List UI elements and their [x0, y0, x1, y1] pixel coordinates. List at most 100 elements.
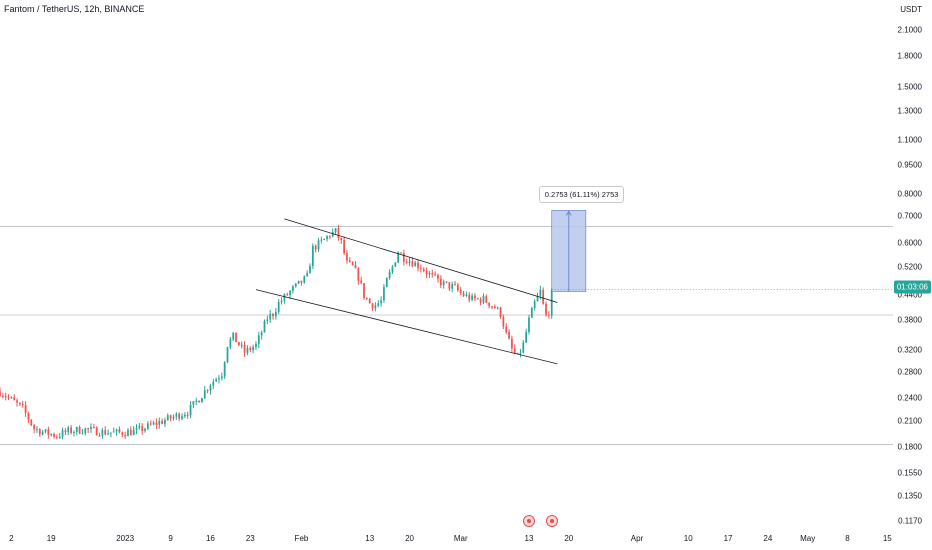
measure-tool-label[interactable]: 0.2753 (61.11%) 2753 — [538, 186, 625, 204]
upper-channel-line — [284, 218, 558, 303]
candle-body — [67, 427, 70, 433]
candle-body — [465, 294, 468, 296]
candle-body — [550, 289, 553, 316]
candle-body — [112, 431, 115, 433]
lower-channel-line — [255, 289, 558, 365]
candle-body — [164, 420, 166, 424]
candle-body — [548, 314, 550, 316]
price-tick-label: 0.9500 — [897, 160, 922, 169]
candle-body — [482, 296, 485, 303]
price-tick-label: 0.1800 — [897, 442, 922, 452]
candle-body — [44, 429, 47, 432]
candle-body — [263, 320, 266, 333]
price-tick-label: 1.5000 — [897, 82, 922, 92]
candle-body — [30, 419, 33, 426]
candle-body — [144, 428, 146, 432]
time-tick-label: Mar — [453, 534, 468, 543]
candle-body — [309, 266, 311, 274]
candle-body — [323, 238, 326, 240]
candle-body — [368, 298, 371, 304]
candle-body — [519, 352, 522, 354]
candle-body — [149, 423, 152, 425]
candle-body — [385, 278, 388, 288]
event-icon-1[interactable] — [522, 515, 535, 527]
candle-body — [374, 305, 377, 309]
candle-body — [0, 391, 1, 396]
candle-body — [147, 423, 149, 429]
price-tick-label: 1.1000 — [897, 135, 922, 145]
candle-body — [33, 425, 36, 430]
candle-body — [272, 313, 274, 317]
candle-body — [55, 436, 58, 438]
candle-body — [425, 271, 428, 275]
candle-body — [414, 262, 417, 267]
candle-body — [166, 415, 169, 421]
candle-body — [70, 427, 72, 433]
candle-body — [269, 313, 272, 320]
candle-body — [326, 236, 328, 239]
candle-body — [402, 253, 405, 262]
candle-body — [235, 332, 237, 343]
candle-body — [110, 432, 112, 434]
candle-body — [127, 430, 129, 437]
price-tick-label: 0.2100 — [897, 416, 922, 426]
candle-body — [525, 331, 528, 343]
candle-body — [124, 434, 127, 437]
candle-body — [118, 429, 121, 433]
candle-body — [371, 303, 374, 309]
candle-body — [346, 253, 348, 261]
candle-body — [365, 297, 368, 299]
candle-body — [61, 430, 64, 437]
candle-body — [64, 430, 67, 433]
price-tick-label: 2.1000 — [897, 25, 922, 35]
price-tick-label: 0.1350 — [897, 491, 922, 501]
candle-body — [297, 280, 300, 284]
candle-body — [218, 378, 220, 380]
time-tick-label: 13 — [524, 534, 534, 543]
candle-body — [1, 395, 4, 397]
candle-body — [445, 281, 448, 283]
time-tick-label: 2 — [9, 534, 14, 543]
time-tick-label: 9 — [168, 534, 173, 543]
price-tick-label: 0.8000 — [897, 189, 922, 199]
price-tick-label: 1.3000 — [897, 106, 922, 116]
candle-body — [448, 282, 451, 289]
candle-body — [107, 433, 109, 435]
event-icon-2[interactable] — [545, 515, 558, 527]
candle-body — [98, 435, 101, 437]
candle-body — [215, 379, 218, 382]
candle-body — [456, 284, 459, 291]
price-tick-label: 0.7000 — [897, 211, 922, 221]
candle-body — [391, 266, 394, 272]
time-tick-label: May — [800, 534, 816, 543]
price-tick-label: 0.5200 — [897, 262, 922, 272]
candle-body — [243, 344, 246, 353]
candle-body — [101, 429, 104, 436]
candle-body — [178, 413, 181, 419]
candle-body — [289, 290, 291, 296]
candle-body — [377, 303, 380, 306]
price-tick-label: 0.1170 — [898, 516, 922, 526]
candle-body — [115, 429, 118, 432]
candle-body — [238, 342, 240, 346]
candle-body — [4, 396, 7, 398]
candle-body — [488, 302, 491, 307]
candle-body — [21, 403, 24, 406]
candle-body — [420, 268, 422, 270]
candle-body — [58, 436, 61, 438]
candle-body — [260, 332, 263, 336]
candle-body — [223, 362, 226, 377]
candle-body — [417, 262, 419, 269]
candle-body — [121, 432, 124, 435]
candle-body — [53, 434, 55, 437]
candle-body — [459, 290, 462, 294]
candle-body — [169, 415, 172, 419]
candle-body — [240, 344, 243, 346]
candle-body — [7, 397, 10, 399]
price-tick-label: 0.3200 — [897, 345, 922, 354]
candle-body — [431, 273, 434, 275]
candle-body — [439, 278, 442, 286]
time-tick-label: 20 — [564, 534, 574, 543]
